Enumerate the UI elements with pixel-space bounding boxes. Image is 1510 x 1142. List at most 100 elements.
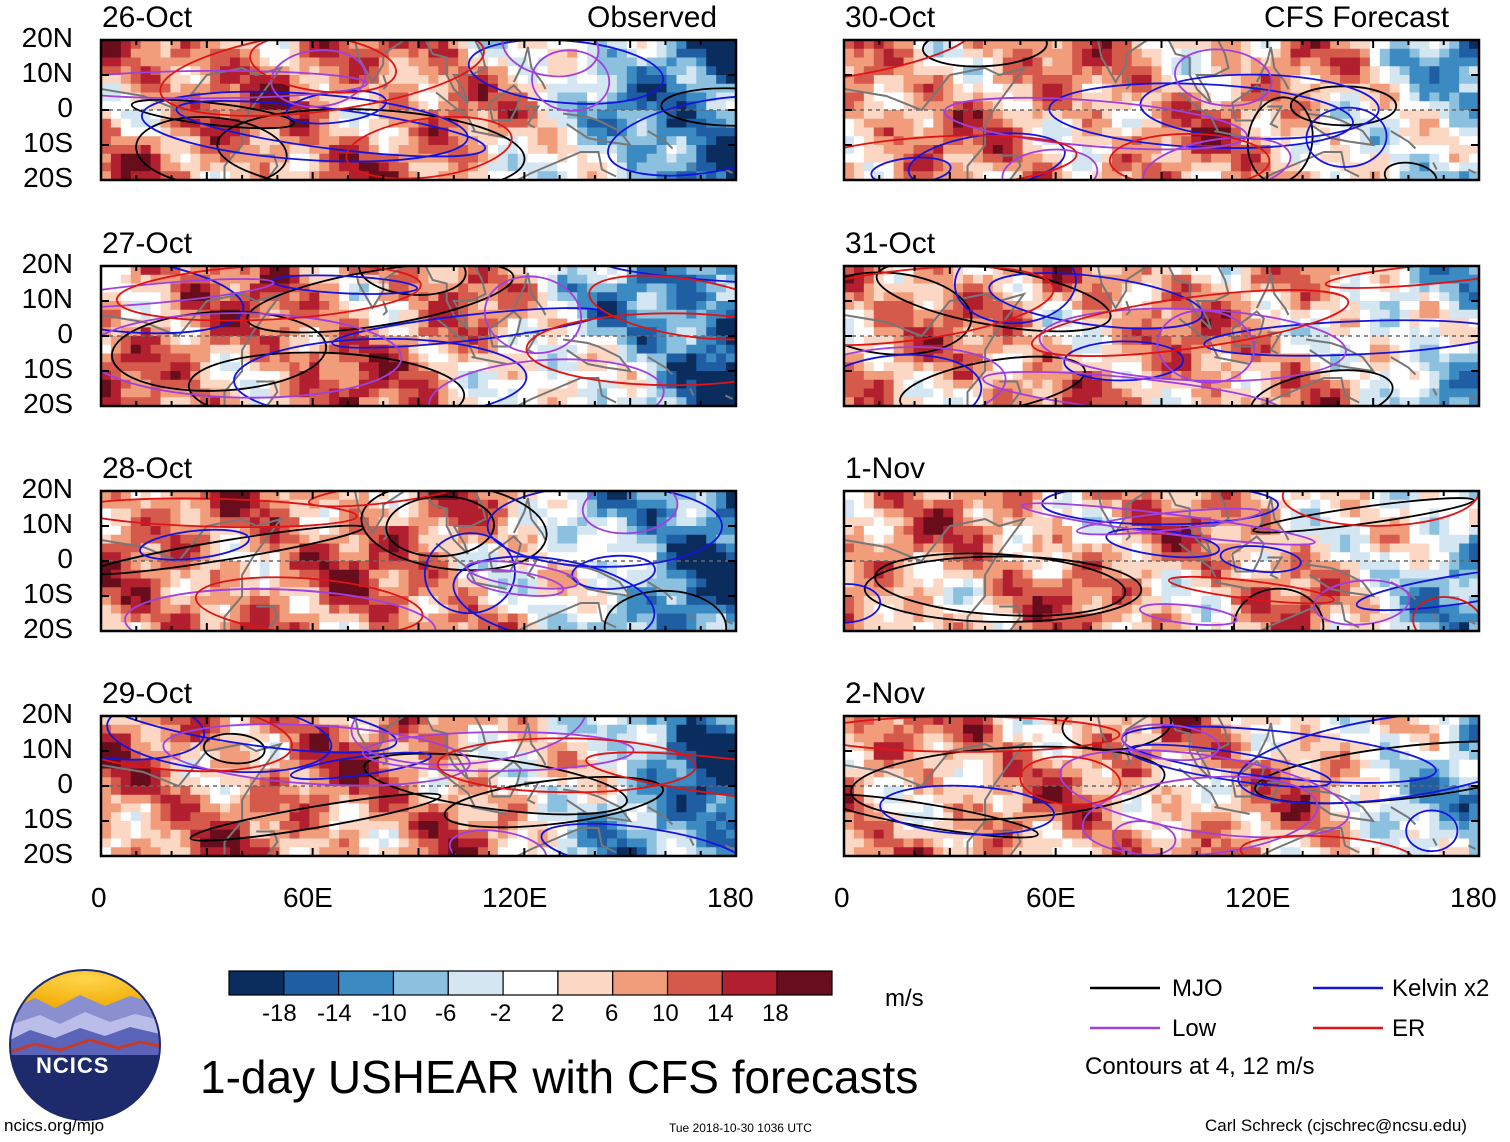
legend-label-er: ER — [1392, 1015, 1426, 1042]
colorbar-swatch — [612, 970, 669, 996]
panel-date-26oct: 26-Oct — [102, 1, 193, 34]
y-tick-label: 10N — [21, 508, 73, 539]
x-tick-label: 180 — [1450, 882, 1497, 913]
axis-ticks — [100, 39, 737, 181]
colorbar-label: -10 — [372, 1000, 407, 1027]
colorbar-swatch — [392, 970, 449, 996]
panel-date-29oct: 29-Oct — [102, 677, 193, 710]
panel-date-1nov: 1-Nov — [845, 452, 926, 485]
contour-low — [162, 716, 635, 856]
colorbar-swatch — [721, 970, 778, 996]
x-tick-label: 0 — [834, 882, 850, 913]
ncics-logo — [9, 969, 161, 1121]
panel-date-27oct: 27-Oct — [102, 227, 193, 260]
contour-low — [101, 40, 611, 112]
y-tick-label: 0 — [57, 92, 73, 123]
map-panel-27-oct — [99, 264, 738, 408]
y-tick-label: 20S — [23, 838, 73, 869]
contour-er — [844, 266, 1479, 357]
contour-mjo — [863, 497, 1475, 631]
shear-field — [101, 266, 736, 406]
colorbar-swatch — [283, 970, 340, 996]
y-tick-label: 20N — [21, 22, 73, 53]
x-tick-label: 120E — [482, 882, 548, 913]
colorbar-units: m/s — [885, 985, 924, 1012]
colorbar-swatch — [776, 970, 833, 996]
contour-low — [1059, 723, 1350, 856]
colorbar-label: 10 — [652, 1000, 679, 1027]
map-panel-26-oct — [99, 38, 738, 182]
footer-timestamp: Tue 2018-10-30 1036 UTC — [669, 1121, 812, 1135]
footer-url[interactable]: ncics.org/mjo — [4, 1116, 105, 1135]
colorbar-swatch — [228, 970, 285, 996]
x-tick-label: 0 — [91, 882, 107, 913]
map-panel-30-oct — [842, 38, 1481, 182]
shear-field — [101, 491, 736, 631]
map-panel-29-oct — [99, 714, 738, 858]
axis-ticks — [100, 715, 737, 857]
map-panel-1-nov — [842, 489, 1481, 633]
y-tick-label: 20S — [23, 162, 73, 193]
contour-mjo — [844, 716, 1479, 839]
map-panel-2-nov — [842, 714, 1481, 858]
colorbar-label: 18 — [762, 1000, 789, 1027]
column-title-cfs-forecast: CFS Forecast — [1264, 1, 1450, 34]
contour-low — [124, 491, 679, 631]
coastlines — [101, 40, 733, 180]
y-tick-label: 10S — [23, 803, 73, 834]
colorbar-label: -6 — [435, 1000, 457, 1027]
contour-mjo — [101, 491, 728, 631]
legend — [1090, 986, 1383, 1030]
ncics-logo-text: NCICS — [36, 1053, 110, 1078]
y-tick-label: 20N — [21, 698, 73, 729]
y-tick-label: 10S — [23, 353, 73, 384]
colorbar-label: -18 — [262, 1000, 297, 1027]
y-tick-label: 10S — [23, 127, 73, 158]
contour-low — [943, 48, 1292, 180]
contour-er — [844, 40, 1271, 180]
axis-ticks — [100, 265, 737, 407]
y-tick-label: 0 — [57, 318, 73, 349]
coastlines — [844, 491, 1476, 631]
contour-kelvin-x- — [101, 266, 736, 406]
axis-ticks — [843, 265, 1480, 407]
colorbar-label: 6 — [605, 1000, 619, 1027]
x-tick-label: 180 — [707, 882, 754, 913]
panel-date-2nov: 2-Nov — [845, 677, 926, 710]
panel-date-31oct: 31-Oct — [845, 227, 936, 260]
contour-kelvin-x- — [844, 266, 1479, 406]
contour-note: Contours at 4, 12 m/s — [1085, 1053, 1315, 1080]
coastlines — [101, 716, 733, 856]
x-tick-label: 120E — [1225, 882, 1291, 913]
map-panel-31-oct — [842, 264, 1481, 408]
axis-ticks — [843, 39, 1480, 181]
axis-ticks — [843, 490, 1480, 632]
y-tick-label: 20N — [21, 473, 73, 504]
coastlines — [844, 40, 1476, 180]
y-tick-label: 20S — [23, 388, 73, 419]
colorbar-swatch — [557, 970, 614, 996]
x-tick-label: 60E — [283, 882, 333, 913]
shear-field — [844, 40, 1479, 180]
colorbar-swatch — [502, 970, 559, 996]
map-panel-28-oct — [99, 489, 738, 633]
y-tick-label: 0 — [57, 768, 73, 799]
colorbar — [228, 970, 833, 996]
legend-label-mjo: MJO — [1172, 975, 1223, 1002]
y-tick-label: 0 — [57, 543, 73, 574]
panel-date-30oct: 30-Oct — [845, 1, 936, 34]
colorbar-label: 14 — [707, 1000, 734, 1027]
legend-label-low: Low — [1172, 1015, 1217, 1042]
colorbar-label: 2 — [551, 1000, 565, 1027]
column-title-observed: Observed — [587, 1, 718, 34]
axis-ticks — [100, 490, 737, 632]
panel-date-28oct: 28-Oct — [102, 452, 193, 485]
y-tick-label: 10S — [23, 578, 73, 609]
x-tick-label: 60E — [1026, 882, 1076, 913]
axis-ticks — [843, 715, 1480, 857]
footer-credit: Carl Schreck (cjschrec@ncsu.edu) — [1205, 1116, 1467, 1135]
colorbar-label: -2 — [490, 1000, 512, 1027]
contour-low — [844, 307, 1347, 406]
colorbar-swatch — [338, 970, 395, 996]
